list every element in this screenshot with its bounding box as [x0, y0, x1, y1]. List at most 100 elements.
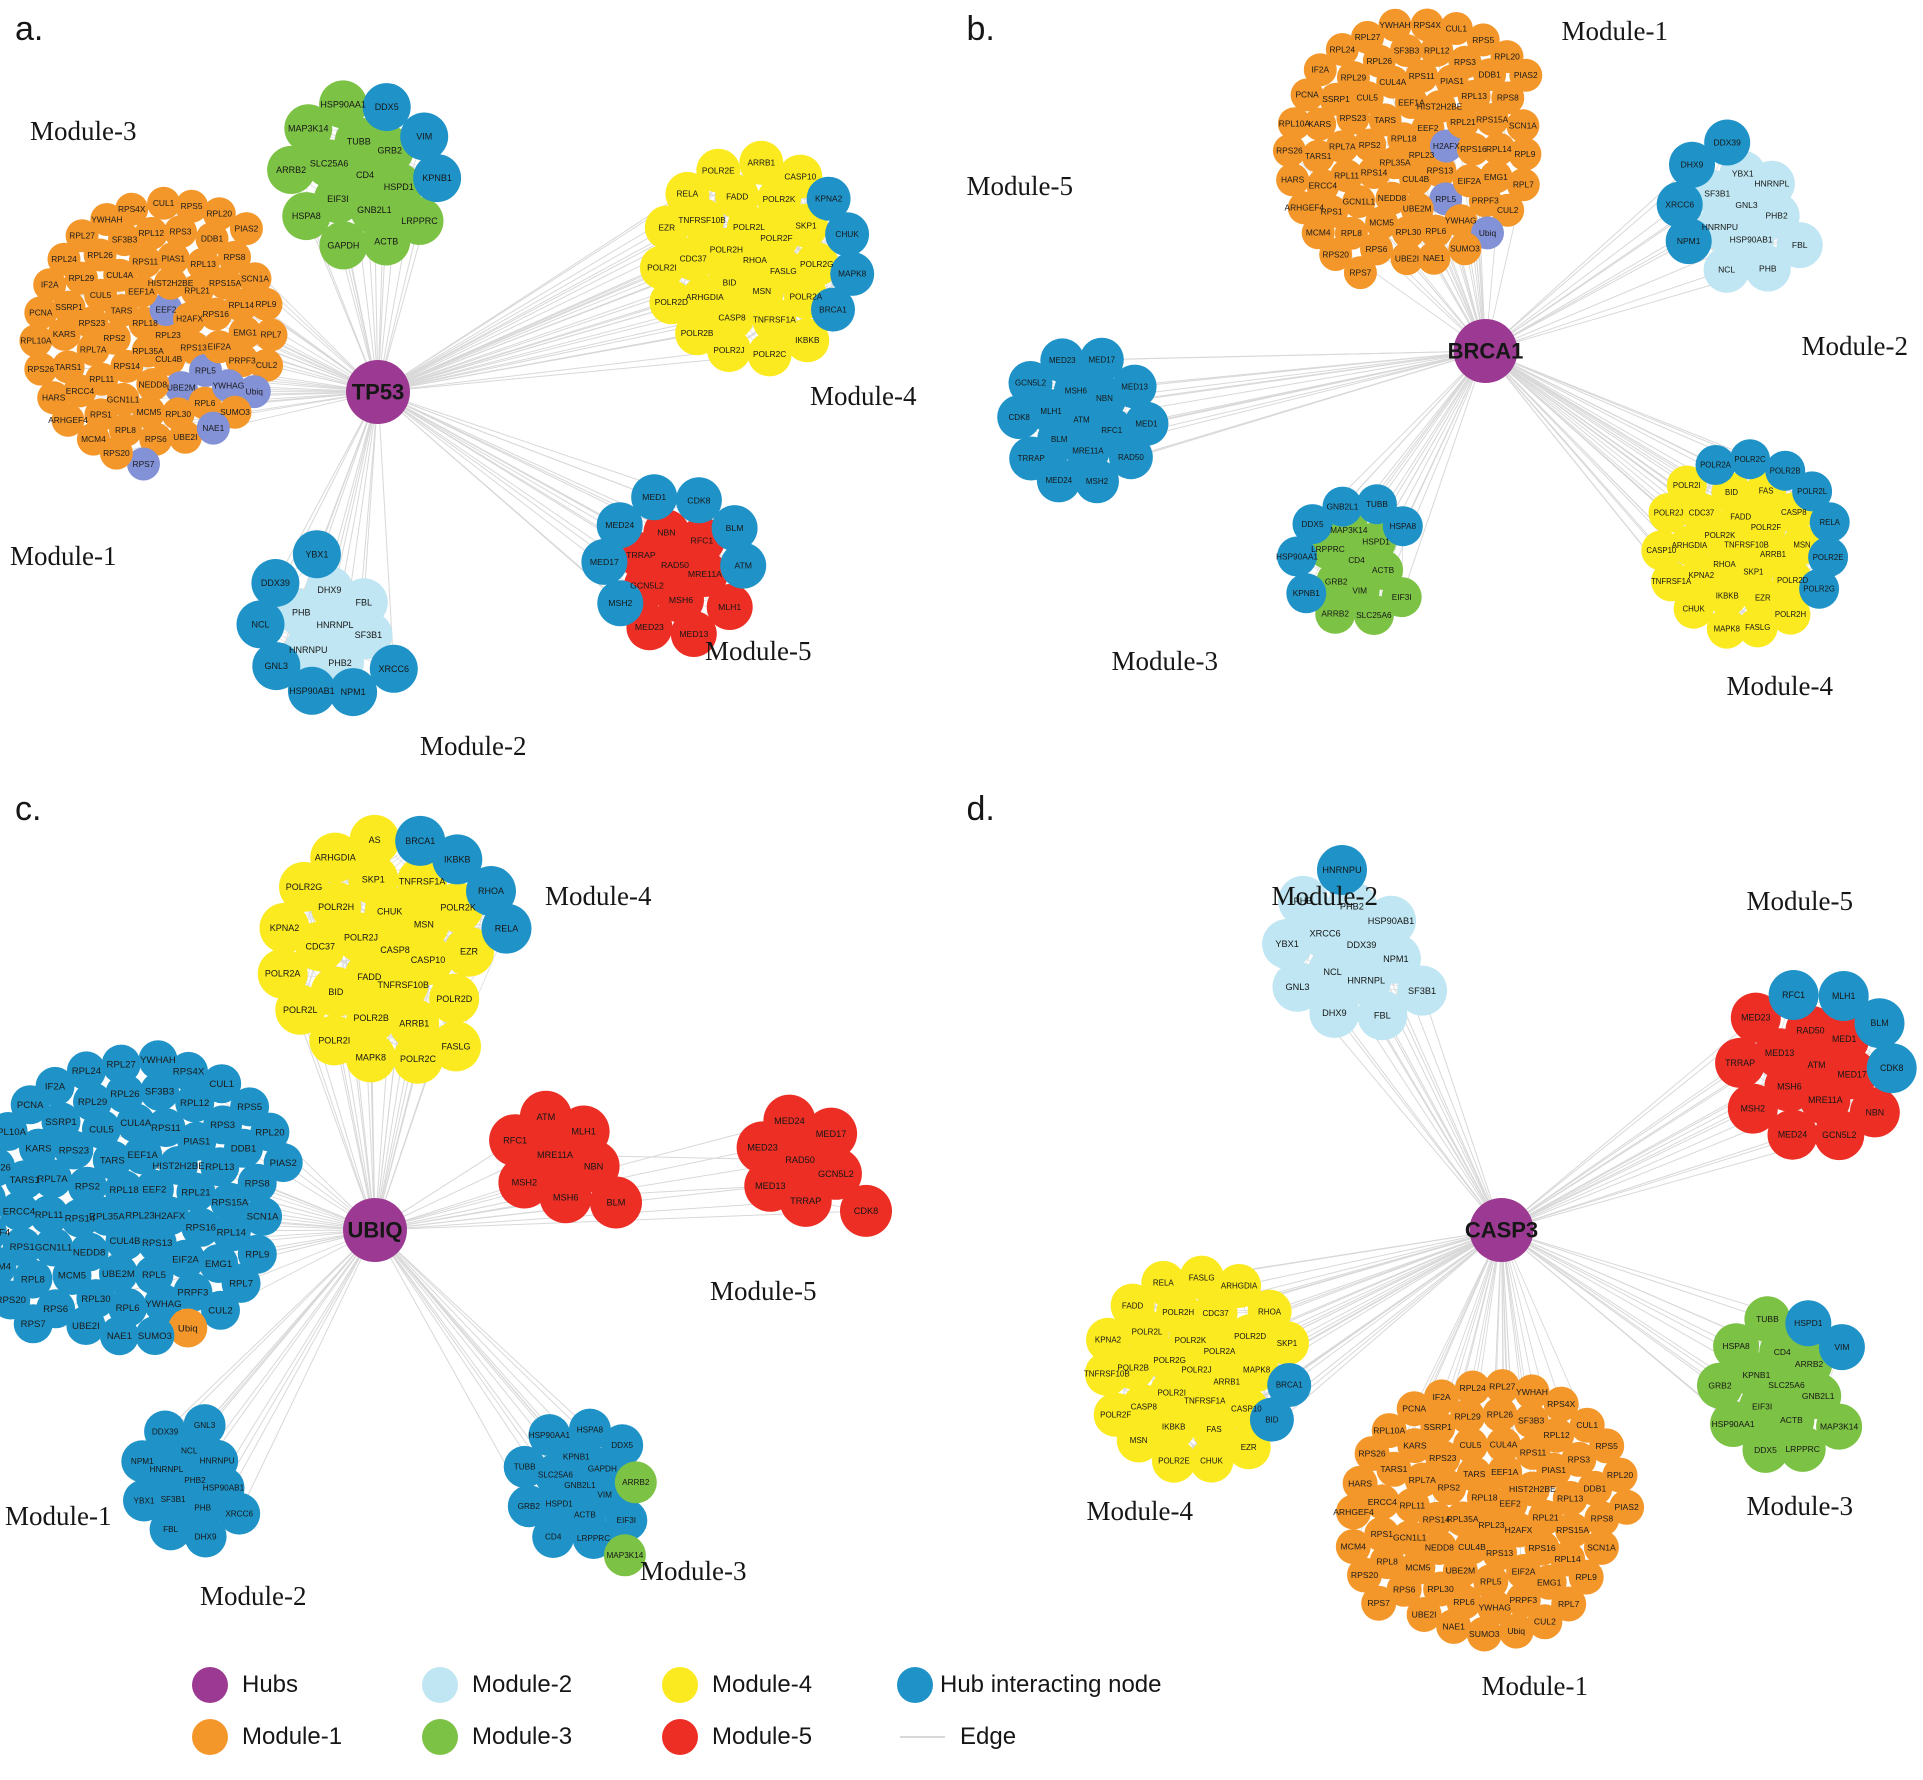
svg-text:TP53: TP53 [352, 380, 405, 405]
svg-text:RPL13: RPL13 [190, 259, 216, 269]
svg-text:NPM1: NPM1 [341, 687, 366, 697]
svg-text:RPS4X: RPS4X [1413, 20, 1441, 30]
svg-text:CDK8: CDK8 [687, 495, 710, 505]
svg-text:RPL18: RPL18 [132, 318, 158, 328]
svg-text:RPL7A: RPL7A [1409, 1475, 1436, 1485]
svg-text:RPL23: RPL23 [1409, 150, 1435, 160]
svg-text:CUL4B: CUL4B [110, 1236, 141, 1247]
svg-text:POLR2E: POLR2E [702, 166, 735, 176]
svg-text:GRB2: GRB2 [1325, 576, 1348, 586]
svg-text:RPS3: RPS3 [170, 227, 192, 237]
svg-text:EMG1: EMG1 [1484, 172, 1508, 182]
svg-text:ARHGDIA: ARHGDIA [1672, 541, 1708, 550]
svg-text:POLR2L: POLR2L [283, 1005, 318, 1015]
svg-text:MLH1: MLH1 [1832, 991, 1856, 1001]
svg-text:KARS: KARS [53, 329, 76, 339]
svg-text:MRE11A: MRE11A [1072, 446, 1104, 455]
svg-text:CDC37: CDC37 [680, 253, 708, 263]
svg-text:RPS13: RPS13 [180, 343, 207, 353]
svg-text:POLR2G: POLR2G [1803, 584, 1835, 593]
svg-text:RPL11: RPL11 [89, 374, 114, 384]
svg-text:POLR2G: POLR2G [1153, 1356, 1185, 1365]
svg-text:UBE2I: UBE2I [1412, 1609, 1437, 1619]
svg-text:POLR2B: POLR2B [1770, 466, 1801, 475]
svg-text:VIM: VIM [597, 1490, 612, 1499]
svg-text:POLR2K: POLR2K [440, 903, 476, 913]
svg-text:PHB: PHB [194, 1504, 211, 1513]
svg-text:RPS15A: RPS15A [1556, 1525, 1589, 1535]
svg-text:SLC25A6: SLC25A6 [310, 159, 349, 169]
svg-text:FBL: FBL [163, 1525, 178, 1534]
svg-text:NBN: NBN [657, 527, 675, 537]
svg-text:MCM5: MCM5 [58, 1271, 86, 1282]
svg-text:ACTB: ACTB [574, 1511, 596, 1520]
svg-text:POLR2C: POLR2C [753, 349, 786, 359]
svg-text:RPL26: RPL26 [1366, 56, 1392, 66]
svg-text:Module-4: Module-4 [545, 881, 652, 911]
svg-text:GNB2L1: GNB2L1 [1802, 1391, 1835, 1401]
svg-text:HARS: HARS [1281, 175, 1305, 185]
svg-text:RPL18: RPL18 [109, 1185, 138, 1196]
svg-text:POLR2J: POLR2J [1181, 1366, 1211, 1375]
svg-text:CD4: CD4 [356, 170, 374, 180]
svg-text:DDX5: DDX5 [1754, 1445, 1777, 1455]
svg-text:RPL35A: RPL35A [1379, 158, 1411, 168]
svg-text:HSP90AA1: HSP90AA1 [529, 1431, 571, 1440]
svg-text:MED23: MED23 [1049, 356, 1076, 365]
svg-text:POLR2J: POLR2J [713, 345, 744, 355]
svg-text:CUL5: CUL5 [90, 290, 112, 300]
svg-text:RPS5: RPS5 [237, 1102, 262, 1113]
svg-text:RFC1: RFC1 [503, 1135, 527, 1145]
svg-text:TNFRSF1A: TNFRSF1A [399, 877, 446, 887]
svg-text:RPS26: RPS26 [1358, 1449, 1385, 1459]
svg-text:MSN: MSN [753, 286, 771, 296]
svg-text:ARRB2: ARRB2 [1795, 1359, 1824, 1369]
svg-text:RPL8: RPL8 [1376, 1557, 1398, 1567]
svg-text:TNFRSF10B: TNFRSF10B [1724, 541, 1769, 550]
svg-text:EIF2A: EIF2A [1512, 1567, 1536, 1577]
svg-text:CUL1: CUL1 [1576, 1420, 1598, 1430]
svg-text:ARHGDIA: ARHGDIA [315, 853, 356, 863]
svg-text:ARHGEF4: ARHGEF4 [1333, 1507, 1374, 1517]
svg-text:DHX9: DHX9 [317, 585, 341, 595]
svg-text:FASLG: FASLG [1189, 1273, 1215, 1282]
svg-text:RPS4X: RPS4X [118, 204, 146, 214]
svg-text:RPL35A: RPL35A [1447, 1514, 1479, 1524]
svg-text:HSP90AB1: HSP90AB1 [1368, 916, 1414, 926]
svg-text:TUBB: TUBB [347, 136, 371, 146]
svg-text:TNFRSF1A: TNFRSF1A [753, 315, 796, 325]
svg-text:MSH6: MSH6 [1065, 387, 1088, 396]
svg-text:MAP3K14: MAP3K14 [1330, 525, 1368, 535]
svg-text:BID: BID [1265, 1415, 1279, 1424]
svg-text:RPL14: RPL14 [217, 1227, 247, 1238]
svg-text:RPS15A: RPS15A [209, 278, 242, 288]
svg-text:NAE1: NAE1 [1423, 253, 1445, 263]
svg-text:TUBB: TUBB [1366, 499, 1389, 509]
svg-text:RPL30: RPL30 [1427, 1584, 1453, 1594]
svg-text:CUL4B: CUL4B [1458, 1542, 1486, 1552]
svg-text:RPL10A: RPL10A [0, 1127, 27, 1138]
svg-text:SF3B3: SF3B3 [1394, 45, 1420, 55]
svg-text:ACTB: ACTB [374, 237, 398, 247]
svg-text:RHOA: RHOA [1258, 1307, 1282, 1316]
svg-text:TNFRSF10B: TNFRSF10B [378, 980, 430, 990]
svg-text:RPL12: RPL12 [1424, 45, 1450, 55]
svg-text:RPS11: RPS11 [151, 1123, 181, 1134]
svg-text:RPS8: RPS8 [1591, 1514, 1614, 1524]
svg-text:RPL5: RPL5 [195, 365, 216, 375]
svg-text:HNRNPU: HNRNPU [289, 645, 328, 655]
svg-text:MCM5: MCM5 [1405, 1563, 1431, 1573]
svg-text:SCN1A: SCN1A [1587, 1542, 1616, 1552]
svg-text:RPS20: RPS20 [103, 448, 130, 458]
svg-text:RPS15A: RPS15A [1476, 114, 1509, 124]
svg-text:CDK8: CDK8 [1009, 413, 1031, 422]
svg-text:HSPA8: HSPA8 [1722, 1341, 1750, 1351]
svg-text:SKP1: SKP1 [1743, 567, 1763, 576]
svg-text:RELA: RELA [1153, 1279, 1175, 1288]
svg-text:MED23: MED23 [635, 622, 664, 632]
svg-text:RPL10A: RPL10A [1373, 1426, 1405, 1436]
svg-text:RPS2: RPS2 [75, 1181, 100, 1192]
svg-text:RPL29: RPL29 [1454, 1411, 1480, 1421]
svg-text:SF3B1: SF3B1 [161, 1495, 186, 1504]
svg-text:HSP90AA1: HSP90AA1 [320, 99, 366, 109]
